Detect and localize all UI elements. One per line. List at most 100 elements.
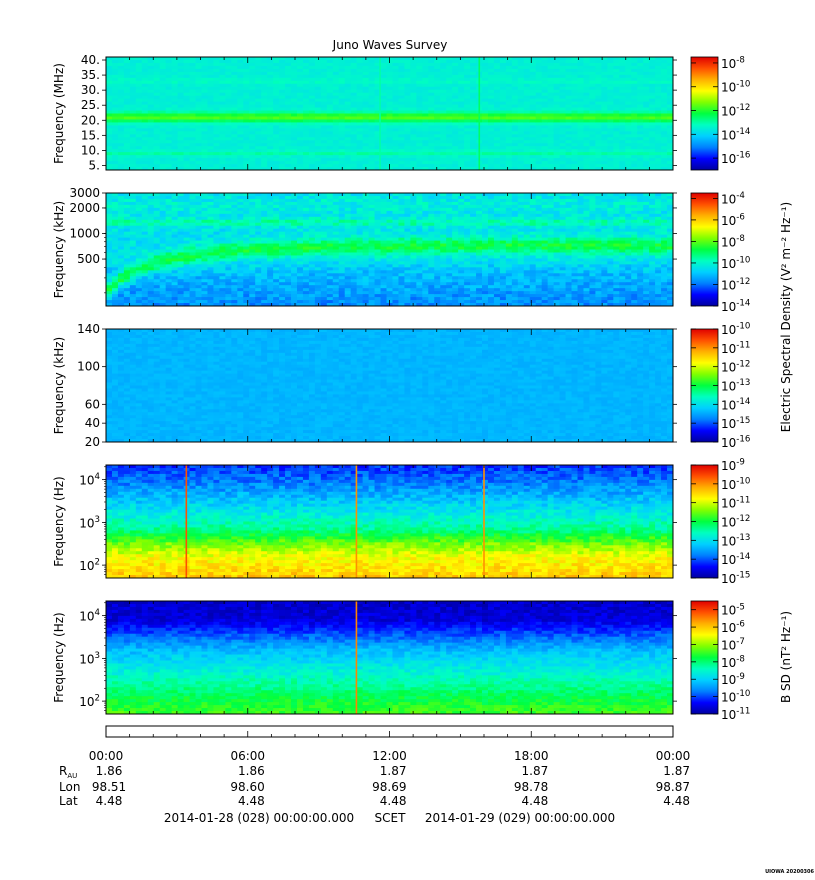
y-axis-label: Frequency (kHz) (52, 201, 66, 298)
ephemeris-value: 1.86 (96, 764, 123, 778)
ephemeris-value: 4.48 (380, 794, 407, 808)
panel-1: 5.10.15.20.25.30.35.40. Frequency (MHz) 10… (52, 53, 750, 172)
y-tick-label: 500 (77, 252, 100, 266)
colorbar: 10-4 10-6 10-8 10-10 10-12 10-14 (690, 191, 750, 314)
y-tick-label: 100 (77, 360, 100, 374)
colorbar-tick-label: 10-11 (721, 707, 750, 722)
ephemeris-row-name: Lat (59, 794, 78, 808)
colorbar-tick-label: 10-6 (721, 620, 745, 635)
y-tick-label: 30. (81, 83, 100, 97)
colorbar-tick-label: 10-12 (721, 514, 750, 529)
ephemeris-value: 98.87 (656, 780, 690, 794)
colorbar-tick-label: 10-16 (721, 435, 750, 450)
colorbar-tick-label: 10-9 (721, 458, 745, 473)
colorbar-tick-label: 10-7 (721, 637, 745, 652)
colorbar-tick-label: 10-9 (721, 672, 745, 687)
colorbar-tick-label: 10-8 (721, 56, 745, 71)
spectrogram-image (106, 193, 673, 306)
y-axis-label: Frequency (kHz) (52, 337, 66, 434)
time-axis-strip: 00:00 06:00 12:00 18:00 00:00 (89, 725, 691, 763)
y-tick-label: 20. (81, 113, 100, 127)
ephemeris-row-name: RAU (59, 764, 77, 780)
y-tick-label: 2000 (69, 201, 100, 215)
y-tick-label: 60 (85, 397, 100, 411)
spectrogram-image (106, 465, 673, 578)
colorbar-tick-label: 10-16 (721, 151, 750, 166)
ephemeris-value: 1.87 (522, 764, 549, 778)
y-tick-label: 15. (81, 128, 100, 142)
ephemeris-value: 4.48 (238, 794, 265, 808)
y-tick-label: 25. (81, 98, 100, 112)
y-axis-label: Frequency (Hz) (52, 612, 66, 703)
ephemeris-value: 1.87 (663, 764, 690, 778)
colorbar-tick-label: 10-8 (721, 234, 745, 249)
time-tick-label: 00:00 (656, 749, 691, 763)
colorbar-tick-label: 10-12 (721, 103, 750, 118)
footer-credit: UIOWA 20200306 (765, 869, 814, 875)
electric-colorbar-label: Electric Spectral Density (V² m⁻² Hz⁻¹) (779, 202, 793, 432)
y-tick-label: 104 (79, 472, 100, 487)
y-axis-label: Frequency (Hz) (52, 476, 66, 567)
ephemeris-value: 4.48 (663, 794, 690, 808)
y-tick-label: 40 (85, 416, 100, 430)
y-tick-label: 10. (81, 143, 100, 157)
y-tick-label: 1000 (69, 227, 100, 241)
colorbar-tick-label: 10-14 (721, 127, 750, 142)
y-tick-label: 3000 (69, 186, 100, 200)
colorbar-tick-label: 10-12 (721, 277, 750, 292)
colorbar-tick-label: 10-5 (721, 602, 745, 617)
y-tick-label: 20 (85, 435, 100, 449)
colorbar-tick-label: 10-15 (721, 571, 750, 586)
ephemeris-value: 98.60 (230, 780, 264, 794)
y-tick-label: 102 (79, 694, 100, 709)
time-range-label: SCET (375, 811, 407, 825)
colorbar-tick-label: 10-10 (721, 476, 750, 491)
time-range-start: 2014-01-28 (028) 00:00:00.000 (164, 811, 354, 825)
colorbar-tick-label: 10-4 (721, 191, 745, 206)
ephemeris-value: 4.48 (522, 794, 549, 808)
y-tick-label: 140 (77, 322, 100, 336)
colorbar-tick-label: 10-10 (721, 689, 750, 704)
y-tick-label: 103 (79, 515, 100, 530)
colorbar-tick-label: 10-10 (721, 256, 750, 271)
ephemeris-value: 98.69 (372, 780, 406, 794)
colorbar: 10-9 10-10 10-11 10-12 10-13 10-14 10-15 (690, 458, 750, 586)
time-tick-label: 00:00 (89, 749, 124, 763)
colorbar-tick-label: 10-6 (721, 213, 745, 228)
y-tick-label: 35. (81, 68, 100, 82)
ephemeris-value: 1.87 (380, 764, 407, 778)
colorbar-tick-label: 10-14 (721, 397, 750, 412)
spectrogram-panels: 5.10.15.20.25.30.35.40. Frequency (MHz) 10… (52, 53, 750, 722)
colorbar: 10-10 10-11 10-12 10-13 10-14 10-15 10-16 (690, 322, 750, 450)
y-tick-label: 103 (79, 651, 100, 666)
ephemeris-row-name: Lon (59, 780, 80, 794)
y-tick-label: 40. (81, 53, 100, 67)
spectrogram-image (106, 329, 673, 442)
colorbar-tick-label: 10-13 (721, 533, 750, 548)
colorbar-tick-label: 10-15 (721, 416, 750, 431)
y-tick-label: 104 (79, 608, 100, 623)
colorbar-tick-label: 10-11 (721, 495, 750, 510)
ephemeris-value: 1.86 (238, 764, 265, 778)
colorbar-tick-label: 10-11 (721, 340, 750, 355)
y-tick-label: 5. (89, 158, 100, 172)
time-range-end: 2014-01-29 (029) 00:00:00.000 (425, 811, 615, 825)
colorbar-tick-label: 10-10 (721, 79, 750, 94)
ephemeris-table: RAU 1.86 1.86 1.87 1.87 1.87 Lon 98.51 98.60 98.6… (59, 764, 690, 808)
ephemeris-value: 98.78 (514, 780, 548, 794)
colorbar-tick-label: 10-14 (721, 552, 750, 567)
y-axis-label: Frequency (MHz) (52, 63, 66, 164)
colorbar: 10-5 10-6 10-7 10-8 10-9 10-10 10-11 (690, 600, 750, 722)
spectrogram-image (106, 601, 673, 714)
magnetic-colorbar-label: B SD (nT² Hz⁻¹) (779, 611, 793, 703)
time-tick-label: 06:00 (230, 749, 265, 763)
ephemeris-value: 98.51 (92, 780, 126, 794)
colorbar-tick-label: 10-12 (721, 359, 750, 374)
colorbar: 10-8 10-10 10-12 10-14 10-16 (690, 56, 750, 171)
figure-title: Juno Waves Survey (332, 38, 448, 52)
y-tick-label: 102 (79, 558, 100, 573)
colorbar-tick-label: 10-14 (721, 299, 750, 314)
